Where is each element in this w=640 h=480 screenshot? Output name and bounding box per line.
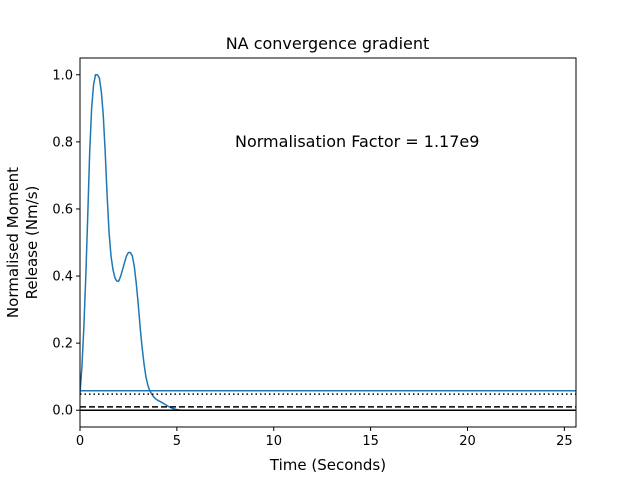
plot-frame: [79, 57, 577, 428]
y-axis: 0.0 0.2 0.4 0.6 0.8 1.0: [52, 68, 80, 419]
y-axis-label-line1: Normalised Moment: [4, 167, 22, 318]
x-tick-label: 5: [173, 434, 181, 449]
x-tick-label: 0: [76, 434, 84, 449]
x-axis-label: Time (Seconds): [269, 456, 386, 474]
x-tick-label: 10: [265, 434, 282, 449]
x-tick-label: 25: [556, 434, 573, 449]
y-tick-label: 0.6: [52, 202, 73, 217]
x-axis: 0 5 10 15 20 25: [76, 427, 573, 449]
y-tick-label: 1.0: [52, 68, 73, 83]
x-tick-label: 15: [362, 434, 379, 449]
y-tick-label: 0.8: [52, 135, 73, 150]
chart-title: NA convergence gradient: [226, 34, 430, 53]
x-tick-label: 20: [459, 434, 476, 449]
y-tick-label: 0.0: [52, 404, 73, 419]
normalisation-annotation: Normalisation Factor = 1.17e9: [235, 132, 479, 151]
y-axis-label-line2: Release (Nm/s): [23, 186, 41, 300]
y-tick-label: 0.2: [52, 337, 73, 352]
y-axis-label: Normalised Moment: [4, 167, 22, 318]
y-tick-label: 0.4: [52, 270, 73, 285]
series-line-1: [80, 74, 576, 411]
plot-area: [80, 74, 576, 411]
